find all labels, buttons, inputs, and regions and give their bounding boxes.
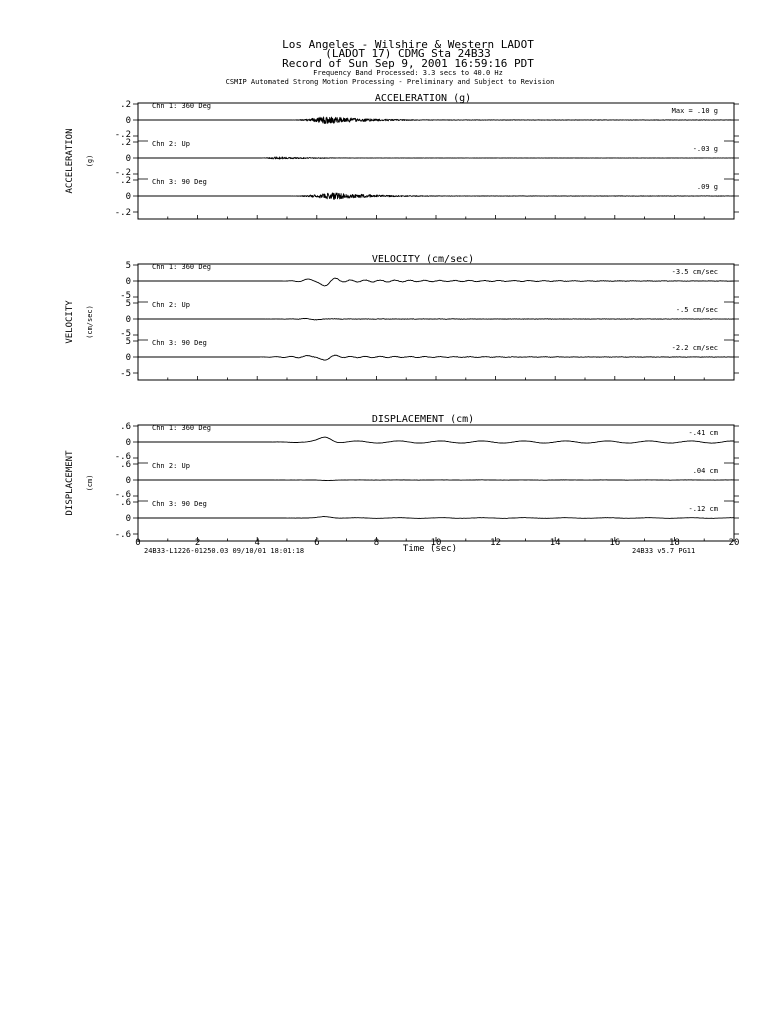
trace-line [138, 354, 734, 361]
time-axis: 0 2 4 6 8 10 12 14 16 18 20 Time (sec) [135, 538, 739, 554]
channel-name: Chn 3: 90 Deg [152, 339, 207, 347]
trace-line [138, 277, 735, 287]
channel-name: Chn 1: 360 Deg [152, 263, 211, 271]
panel-yunit: (cm) [86, 475, 94, 492]
channel-max-label: Max = .10 g [672, 107, 718, 115]
ytick-label: -5 [120, 369, 131, 379]
ytick-label: .6 [120, 422, 131, 432]
channel-max-label: -.41 cm [688, 429, 718, 437]
panel-acceleration: ACCELERATION (g) ACCELERATION (g) .2 0 -.2 Chn… [65, 93, 739, 220]
ytick-label: .6 [120, 460, 131, 470]
channel-trace: .2 0 -.2 Chn 1: 360 Deg Max = .10 g [115, 100, 739, 140]
trace-line [138, 436, 735, 444]
trace-line [138, 516, 734, 519]
ytick-label: -.6 [115, 490, 131, 500]
xtick-label: 10 [431, 538, 442, 548]
channel-trace: .6 0 -.6 Chn 2: Up .04 cm [115, 460, 739, 500]
channel-max-label: .09 g [697, 183, 718, 191]
trace-line [137, 192, 734, 200]
channel-max-label: -.03 g [693, 145, 718, 153]
panel-yunit: (g) [86, 155, 94, 168]
channel-name: Chn 2: Up [152, 301, 190, 309]
trace-line [137, 156, 734, 160]
channel-name: Chn 3: 90 Deg [152, 500, 207, 508]
trace-line [138, 317, 735, 321]
ytick-label: .2 [120, 138, 131, 148]
xtick-label: 20 [729, 538, 740, 548]
station-title: Los Angeles - Wilshire & Western LADOT [282, 38, 534, 51]
ytick-label: -.6 [115, 452, 131, 462]
ytick-label: -.2 [115, 130, 131, 140]
ytick-label: 5 [126, 299, 131, 309]
trace-line [137, 116, 734, 125]
channel-trace: .2 0 -.2 Chn 2: Up -.03 g [115, 138, 739, 178]
panel-ylabel: VELOCITY [65, 300, 75, 344]
xtick-label: 18 [669, 538, 680, 548]
ytick-label: 5 [126, 337, 131, 347]
panel-title: DISPLACEMENT (cm) [372, 414, 474, 425]
channel-name: Chn 3: 90 Deg [152, 178, 207, 186]
xtick-label: 16 [609, 538, 620, 548]
xtick-label: 14 [550, 538, 561, 548]
channel-name: Chn 1: 360 Deg [152, 102, 211, 110]
xtick-label: 8 [374, 538, 379, 548]
channel-max-label: -.5 cm/sec [676, 306, 718, 314]
panel-title: ACCELERATION (g) [375, 93, 471, 104]
channel-name: Chn 1: 360 Deg [152, 424, 211, 432]
channel-trace: .6 0 -.6 Chn 1: 360 Deg -.41 cm [115, 422, 739, 462]
ytick-label: .2 [120, 100, 131, 110]
ytick-label: -5 [120, 291, 131, 301]
panel-ylabel: ACCELERATION [65, 128, 75, 193]
footer-left: 24B33-L1226-01250.03 09/10/01 18:01:18 [144, 547, 304, 555]
ytick-label: 0 [126, 116, 131, 126]
xtick-label: 2 [195, 538, 200, 548]
xtick-label: 0 [135, 538, 140, 548]
panel-velocity: VELOCITY (cm/sec) VELOCITY (cm/sec) 5 0 -5 Chn… [65, 254, 739, 381]
frequency-band: Frequency Band Processed: 3.3 secs to 40… [313, 69, 503, 77]
record-date: Record of Sun Sep 9, 2001 16:59:16 PDT [282, 57, 534, 70]
xtick-label: 12 [490, 538, 501, 548]
panels: ACCELERATION (g) ACCELERATION (g) .2 0 -.2 Chn… [65, 93, 739, 542]
ytick-label: .2 [120, 176, 131, 186]
panel-yunit: (cm/sec) [86, 305, 94, 339]
channel-max-label: -3.5 cm/sec [672, 268, 718, 276]
ytick-label: 0 [126, 514, 131, 524]
channel-max-label: -.12 cm [688, 505, 718, 513]
trace-line [138, 479, 734, 481]
channel-max-label: .04 cm [693, 467, 718, 475]
record-footer: 24B33-L1226-01250.03 09/10/01 18:01:18 2… [144, 547, 695, 555]
ytick-label: -.2 [115, 208, 131, 218]
xtick-label: 4 [254, 538, 259, 548]
ytick-label: .6 [120, 498, 131, 508]
channel-trace: .2 0 -.2 Chn 3: 90 Deg .09 g [115, 176, 739, 218]
ytick-label: 0 [126, 277, 131, 287]
channel-name: Chn 2: Up [152, 462, 190, 470]
panel-title: VELOCITY (cm/sec) [372, 254, 474, 265]
ytick-label: -.2 [115, 168, 131, 178]
ytick-label: -.6 [115, 530, 131, 540]
ytick-label: 0 [126, 315, 131, 325]
channel-trace: .6 0 -.6 Chn 3: 90 Deg -.12 cm [115, 498, 739, 540]
x-axis-title: Time (sec) [403, 544, 457, 554]
ytick-label: -5 [120, 329, 131, 339]
ytick-label: 0 [126, 192, 131, 202]
ytick-label: 5 [126, 261, 131, 271]
footer-right: 24B33 v5.7 PG11 [632, 547, 695, 555]
station-code: (LADOT 17) CDMG Sta 24B33 [325, 47, 491, 60]
ytick-label: 0 [126, 353, 131, 363]
processing-note: CSMIP Automated Strong Motion Processing… [226, 78, 555, 86]
channel-trace: 5 0 -5 Chn 3: 90 Deg -2.2 cm/sec [120, 337, 739, 379]
panel-displacement: DISPLACEMENT (cm) DISPLACEMENT (cm) .6 0 -.6 C… [65, 414, 739, 542]
ytick-label: 0 [126, 476, 131, 486]
panel-ylabel: DISPLACEMENT [65, 450, 75, 516]
channel-trace: 5 0 -5 Chn 2: Up -.5 cm/sec [120, 299, 739, 339]
ytick-label: 0 [126, 438, 131, 448]
xtick-label: 6 [314, 538, 319, 548]
channel-max-label: -2.2 cm/sec [672, 344, 718, 352]
channel-trace: 5 0 -5 Chn 1: 360 Deg -3.5 cm/sec [120, 261, 739, 301]
record-header: Los Angeles - Wilshire & Western LADOT (… [226, 38, 555, 86]
ytick-label: 0 [126, 154, 131, 164]
channel-name: Chn 2: Up [152, 140, 190, 148]
